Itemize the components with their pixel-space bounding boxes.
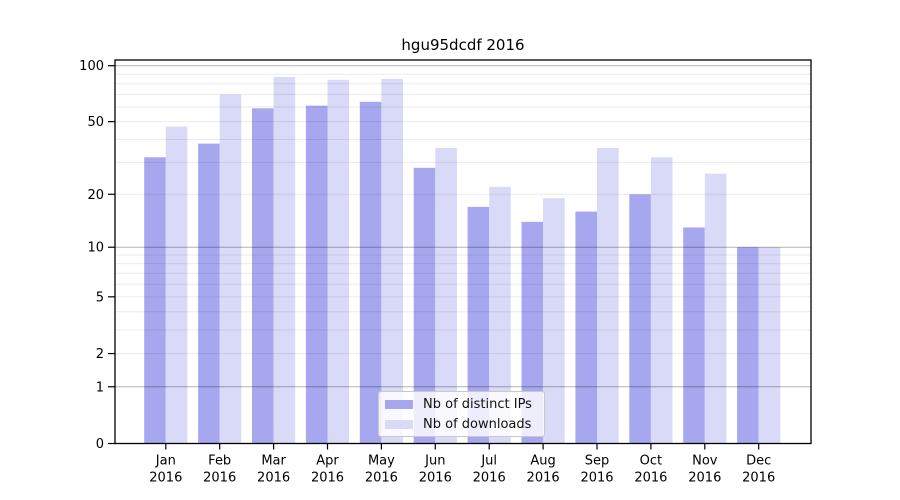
x-tick-label-year: 2016 xyxy=(580,471,613,486)
bar-distinct-ips-dec xyxy=(737,247,759,444)
x-tick-label-year: 2016 xyxy=(742,471,775,486)
legend-swatch-downloads xyxy=(385,419,413,429)
bar-downloads-may xyxy=(381,78,403,444)
y-tick-label: 50 xyxy=(87,115,104,130)
legend-item-distinct-ips: Nb of distinct IPs xyxy=(385,396,536,412)
x-tick-label-month: Jul xyxy=(480,454,497,469)
x-tick-label-year: 2016 xyxy=(419,471,452,486)
bar-distinct-ips-aug xyxy=(521,221,544,444)
x-tick-label-month: Nov xyxy=(692,454,718,469)
x-tick-label-month: Aug xyxy=(530,454,555,469)
bar-distinct-ips-sep xyxy=(575,211,597,444)
bar-downloads-mar xyxy=(273,76,296,444)
x-tick-label-month: Jun xyxy=(424,454,445,469)
legend-label-downloads: Nb of downloads xyxy=(423,416,532,432)
bar-distinct-ips-may xyxy=(359,101,382,444)
bar-distinct-ips-jan xyxy=(144,157,166,444)
x-tick-label-year: 2016 xyxy=(203,471,236,486)
x-tick-label-month: Jan xyxy=(155,454,176,469)
x-tick-label-year: 2016 xyxy=(257,471,290,486)
bar-downloads-oct xyxy=(650,157,673,444)
y-tick-label: 10 xyxy=(87,241,104,256)
bar-downloads-jul xyxy=(489,186,511,444)
x-tick-label-year: 2016 xyxy=(634,471,667,486)
y-tick-label: 100 xyxy=(79,59,104,74)
bar-downloads-sep xyxy=(597,147,619,444)
x-tick-label-year: 2016 xyxy=(473,471,506,486)
legend: Nb of distinct IPs Nb of downloads xyxy=(378,391,545,437)
bar-downloads-jan xyxy=(165,126,188,444)
bar-distinct-ips-feb xyxy=(198,143,220,444)
legend-item-downloads: Nb of downloads xyxy=(385,416,536,432)
x-tick-label-month: Apr xyxy=(316,454,339,469)
chart-title: hgu95dcdf 2016 xyxy=(401,36,525,54)
plot-frame xyxy=(114,59,812,445)
legend-swatch-distinct-ips xyxy=(385,399,413,409)
x-tick-label-month: Dec xyxy=(746,454,771,469)
y-tick-label: 20 xyxy=(87,188,104,203)
bar-distinct-ips-jul xyxy=(467,206,490,444)
x-tick-label-month: Mar xyxy=(261,454,286,469)
x-tick-label-year: 2016 xyxy=(688,471,721,486)
x-tick-label-year: 2016 xyxy=(527,471,560,486)
y-tick-label: 1 xyxy=(96,380,104,395)
x-tick-label-year: 2016 xyxy=(365,471,398,486)
bar-downloads-apr xyxy=(327,79,350,444)
x-tick-label-year: 2016 xyxy=(311,471,344,486)
bar-downloads-dec xyxy=(758,247,781,444)
bar-downloads-nov xyxy=(704,173,727,444)
x-tick-label-year: 2016 xyxy=(149,471,182,486)
bar-distinct-ips-jun xyxy=(413,167,436,444)
y-tick-label: 2 xyxy=(96,347,104,362)
bar-distinct-ips-oct xyxy=(629,194,651,444)
bar-downloads-feb xyxy=(219,94,242,444)
x-tick-label-month: Sep xyxy=(585,454,610,469)
bar-downloads-aug xyxy=(543,198,565,444)
x-tick-label-month: May xyxy=(368,454,395,469)
bar-distinct-ips-mar xyxy=(252,108,274,444)
legend-label-distinct-ips: Nb of distinct IPs xyxy=(423,396,532,412)
y-tick-label: 0 xyxy=(96,437,104,452)
y-tick-label: 5 xyxy=(96,290,104,305)
x-tick-label-month: Feb xyxy=(208,454,231,469)
bar-distinct-ips-apr xyxy=(305,105,328,444)
bar-distinct-ips-nov xyxy=(683,227,705,444)
bar-downloads-jun xyxy=(435,147,457,444)
x-tick-label-month: Oct xyxy=(640,454,662,469)
